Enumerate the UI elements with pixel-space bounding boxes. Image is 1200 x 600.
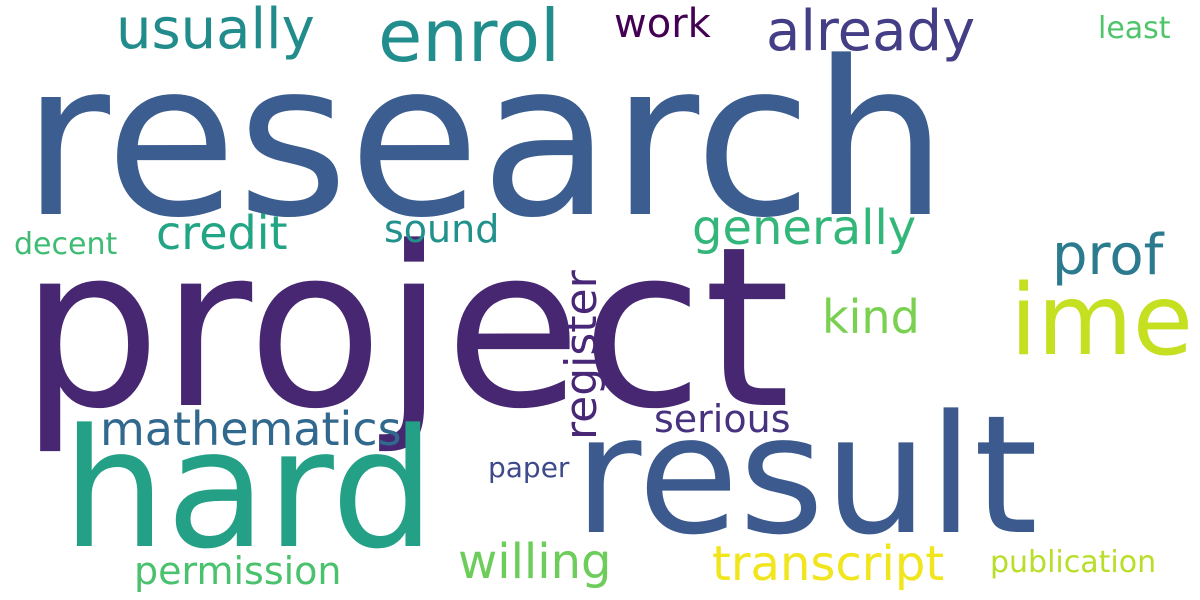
word-kind: kind <box>822 290 920 344</box>
word-permission: permission <box>134 549 342 593</box>
word-project: project <box>20 200 791 458</box>
word-register: register <box>556 270 607 440</box>
word-serious: serious <box>654 397 791 441</box>
word-result: result <box>574 380 1038 571</box>
word-least: least <box>1098 11 1171 46</box>
word-prof: prof <box>1052 223 1164 288</box>
word-hard: hard <box>62 394 436 585</box>
word-mathematics: mathematics <box>100 402 402 456</box>
word-generally: generally <box>692 200 917 256</box>
word-work: work <box>614 1 711 47</box>
word-decent: decent <box>14 227 118 262</box>
word-already: already <box>766 0 976 64</box>
word-willing: willing <box>458 534 612 590</box>
word-research: research <box>22 16 948 265</box>
word-publication: publication <box>990 545 1157 580</box>
word-paper: paper <box>488 451 570 484</box>
word-usually: usually <box>116 0 315 62</box>
word-ime: ime <box>1010 264 1193 378</box>
word-enrol: enrol <box>378 0 561 78</box>
word-transcript: transcript <box>712 536 945 592</box>
word-credit: credit <box>156 206 288 260</box>
word-sound: sound <box>384 207 500 251</box>
